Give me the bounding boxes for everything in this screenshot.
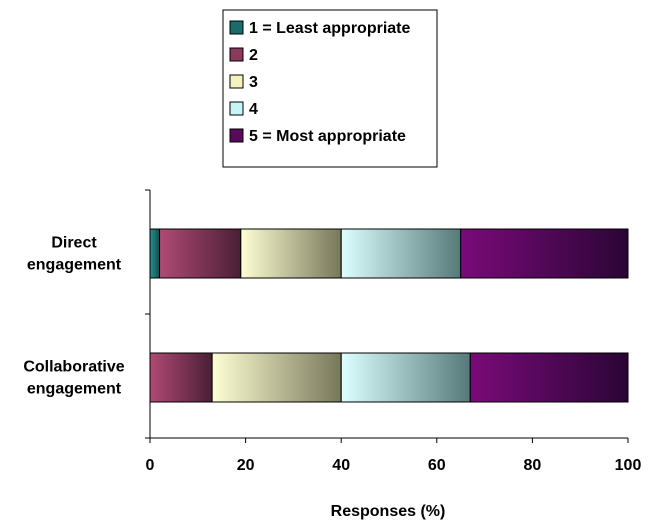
legend-item: 4 bbox=[229, 101, 258, 118]
bar-segment bbox=[211, 352, 342, 403]
legend: 1 = Least appropriate 2 3 4 5 = Most appropr… bbox=[222, 9, 438, 168]
bar-segment bbox=[460, 228, 629, 279]
legend-swatch bbox=[229, 20, 244, 35]
legend-item: 2 bbox=[229, 47, 258, 64]
category-labels: Direct engagement Collaborative engagement bbox=[23, 235, 124, 398]
legend-item: 1 = Least appropriate bbox=[229, 20, 410, 37]
legend-label: 5 = Most appropriate bbox=[249, 128, 406, 145]
x-tick-label: 40 bbox=[332, 457, 350, 474]
bar-segment bbox=[149, 352, 213, 403]
legend-swatch bbox=[229, 74, 244, 89]
bar-segment bbox=[469, 352, 629, 403]
bar-segment bbox=[240, 228, 342, 279]
bar-segment bbox=[149, 228, 161, 279]
x-ticks: 0 20 40 60 80 100 bbox=[146, 438, 642, 474]
x-tick-label: 80 bbox=[524, 457, 542, 474]
legend-item: 5 = Most appropriate bbox=[229, 128, 406, 145]
legend-label: 4 bbox=[249, 101, 258, 118]
x-tick-label: 0 bbox=[146, 457, 155, 474]
bar-segment bbox=[340, 352, 471, 403]
legend-label: 3 bbox=[249, 74, 258, 91]
legend-label: 2 bbox=[249, 47, 258, 64]
x-tick-label: 60 bbox=[428, 457, 446, 474]
x-tick-label: 20 bbox=[237, 457, 255, 474]
category-label: Collaborative engagement bbox=[23, 359, 124, 398]
bars bbox=[149, 228, 629, 403]
legend-label: 1 = Least appropriate bbox=[249, 20, 410, 37]
bar-segment bbox=[340, 228, 462, 279]
x-axis-title: Responses (%) bbox=[331, 503, 446, 520]
category-label: Direct engagement bbox=[27, 235, 122, 274]
legend-box bbox=[222, 9, 438, 168]
legend-swatch bbox=[229, 128, 244, 143]
bar-segment bbox=[159, 228, 242, 279]
x-tick-label: 100 bbox=[615, 457, 642, 474]
legend-swatch bbox=[229, 47, 244, 62]
legend-item: 3 bbox=[229, 74, 258, 91]
legend-swatch bbox=[229, 101, 244, 116]
